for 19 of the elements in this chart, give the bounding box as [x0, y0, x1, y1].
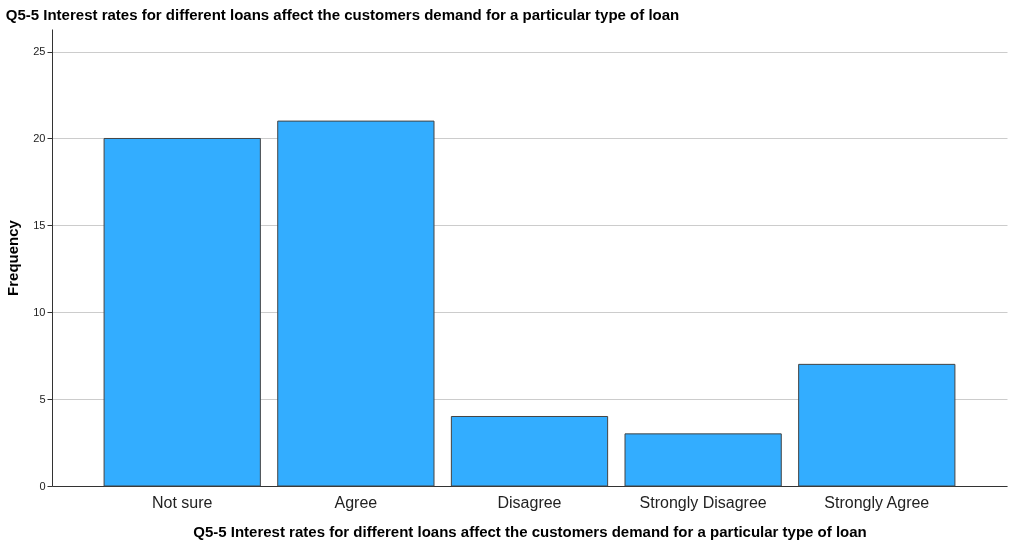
x-tick-label: Strongly Disagree	[639, 493, 767, 511]
y-tick-label: 10	[33, 305, 46, 318]
bar	[450, 415, 609, 487]
x-axis-title: Q5-5 Interest rates for different loans affect the customers demand for a particular type of loan	[193, 522, 867, 540]
y-tick-label: 15	[33, 218, 46, 231]
x-tick-label: Disagree	[497, 493, 562, 511]
x-tick-label: Not sure	[151, 493, 213, 511]
bar	[624, 433, 782, 487]
bar	[277, 120, 435, 487]
y-tick-label: 20	[33, 131, 46, 144]
bar	[798, 363, 956, 487]
y-tick-label: 0	[39, 479, 46, 492]
y-tick-label: 25	[33, 45, 46, 58]
x-tick-label: Agree	[334, 493, 378, 511]
chart-title: Q5-5 Interest rates for different loans affect the customers demand for a particular type of loan	[5, 6, 680, 23]
y-axis-title: Frequency	[4, 219, 22, 296]
bar	[103, 137, 261, 487]
y-tick-label: 5	[39, 392, 46, 405]
x-tick-label: Strongly Agree	[824, 493, 930, 511]
